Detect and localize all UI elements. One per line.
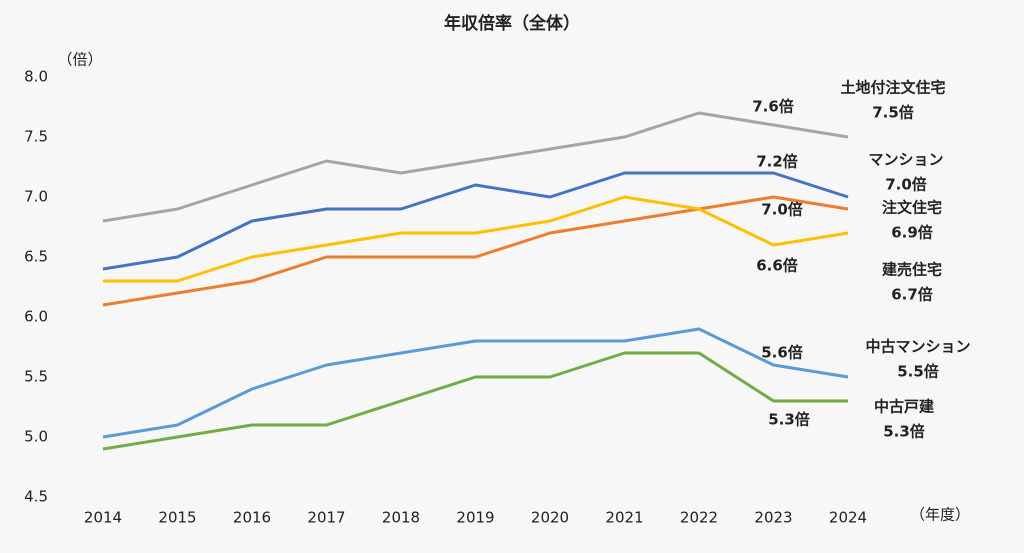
y-axis-label: （倍） <box>57 51 102 69</box>
series-line <box>102 195 849 307</box>
y-tick-label: 6.0 <box>24 308 48 326</box>
x-tick-label: 2016 <box>233 509 271 527</box>
y-tick-label: 7.0 <box>24 188 48 206</box>
series-line <box>102 351 848 451</box>
value-label: 7.2倍 <box>756 153 798 171</box>
series-name: 土地付注文住宅 <box>840 79 945 97</box>
value-label: 7.6倍 <box>752 98 794 116</box>
x-tick-label: 2019 <box>456 509 494 527</box>
x-tick-label: 2024 <box>829 509 867 527</box>
value-label: 6.6倍 <box>756 257 798 275</box>
value-label: 7.0倍 <box>761 201 803 219</box>
y-tick-label: 5.0 <box>24 428 48 446</box>
series-name: 建売住宅 <box>882 261 942 279</box>
value-label: 6.7倍 <box>891 286 933 304</box>
x-tick-label: 2014 <box>84 509 122 527</box>
value-label: 5.3倍 <box>768 411 810 429</box>
value-label: 7.0倍 <box>885 176 927 194</box>
x-tick-label: 2021 <box>605 509 643 527</box>
series-line <box>102 171 849 271</box>
y-tick-label: 4.5 <box>24 488 48 506</box>
x-tick-label: 2018 <box>382 509 420 527</box>
series-line <box>103 195 849 283</box>
value-label: 6.9倍 <box>891 224 933 242</box>
y-tick-label: 7.5 <box>24 128 48 146</box>
series-name: 注文住宅 <box>882 199 942 217</box>
series-name: マンション <box>868 151 943 169</box>
series-name: 中古マンション <box>865 338 970 356</box>
x-tick-label: 2015 <box>158 509 196 527</box>
x-tick-label: 2023 <box>754 509 792 527</box>
value-label: 5.6倍 <box>761 344 803 362</box>
chart-title: 年収倍率（全体） <box>444 13 580 34</box>
value-label: 7.5倍 <box>872 104 914 122</box>
series-line <box>102 327 849 439</box>
x-tick-label: 2017 <box>307 509 345 527</box>
series-name: 中古戸建 <box>874 398 935 416</box>
series-line <box>102 111 849 223</box>
x-axis-label: （年度） <box>910 506 970 524</box>
y-tick-label: 8.0 <box>24 68 48 86</box>
x-tick-label: 2022 <box>680 509 718 527</box>
y-tick-label: 5.5 <box>24 368 48 386</box>
value-label: 5.3倍 <box>883 423 925 441</box>
y-tick-label: 6.5 <box>24 248 48 266</box>
x-tick-label: 2020 <box>531 509 569 527</box>
value-label: 5.5倍 <box>897 363 939 381</box>
